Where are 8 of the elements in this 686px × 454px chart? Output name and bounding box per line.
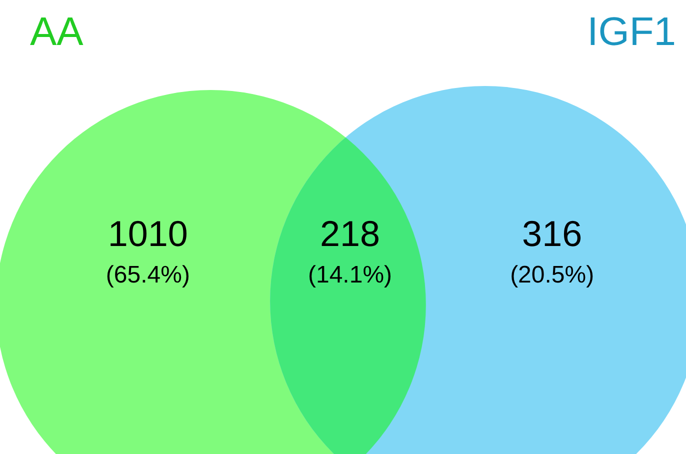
category-label: AA bbox=[30, 10, 84, 54]
category-label: IGF1 bbox=[587, 10, 676, 54]
text: 1010 bbox=[108, 212, 188, 254]
data-label: (14.1%) bbox=[308, 262, 392, 289]
text: 218 bbox=[320, 212, 380, 254]
text: 316 bbox=[522, 212, 582, 254]
data-label: (65.4%) bbox=[106, 262, 190, 289]
data-label: (20.5%) bbox=[510, 262, 594, 289]
